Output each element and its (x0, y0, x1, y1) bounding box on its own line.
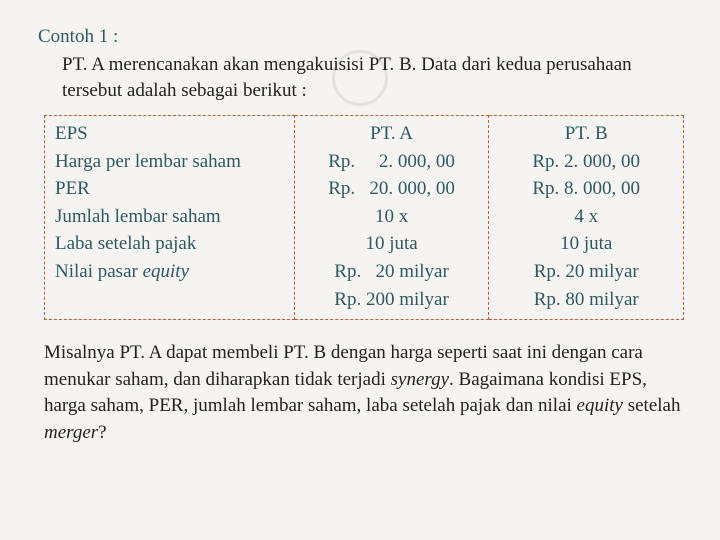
cell-value: Rp. 8. 000, 00 (499, 175, 673, 203)
intro-text: PT. A merencanakan akan mengakuisisi PT.… (62, 52, 682, 103)
row-label: Laba setelah pajak (55, 230, 284, 258)
cell-value: 4 x (499, 203, 673, 231)
cell-value: Rp. 20 milyar (499, 258, 673, 286)
question-text: Misalnya PT. A dapat membeli PT. B denga… (44, 340, 682, 446)
cell-value: Rp. 20. 000, 00 (305, 175, 479, 203)
row-labels-cell: EPS Harga per lembar saham PER Jumlah le… (45, 116, 295, 320)
cell-value: Rp. 2. 000, 00 (499, 148, 673, 176)
cell-value: 10 juta (305, 230, 479, 258)
row-label: Nilai pasar equity (55, 258, 284, 286)
cell-value: Rp. 2. 000, 00 (305, 148, 479, 176)
q-part: ? (98, 422, 106, 443)
col-pt-b: PT. B Rp. 2. 000, 00 Rp. 8. 000, 00 4 x … (489, 116, 684, 320)
row-label: Jumlah lembar saham (55, 203, 284, 231)
q-italic: merger (44, 422, 98, 443)
row-label: EPS (55, 120, 284, 148)
row-label: Harga per lembar saham (55, 148, 284, 176)
col-pt-a: PT. A Rp. 2. 000, 00 Rp. 20. 000, 00 10 … (294, 116, 489, 320)
q-italic: synergy (391, 369, 449, 390)
example-title: Contoh 1 : (38, 26, 682, 48)
cell-value: 10 x (305, 203, 479, 231)
q-part: setelah (623, 395, 681, 416)
cell-value: Rp. 80 milyar (499, 286, 673, 314)
header-b: PT. B (499, 120, 673, 148)
cell-value: Rp. 200 milyar (305, 286, 479, 314)
table-row: EPS Harga per lembar saham PER Jumlah le… (45, 116, 684, 320)
cell-value: 10 juta (499, 230, 673, 258)
header-a: PT. A (305, 120, 479, 148)
q-italic: equity (577, 395, 623, 416)
company-data-table: EPS Harga per lembar saham PER Jumlah le… (44, 115, 684, 320)
cell-value: Rp. 20 milyar (305, 258, 479, 286)
row-label: PER (55, 175, 284, 203)
